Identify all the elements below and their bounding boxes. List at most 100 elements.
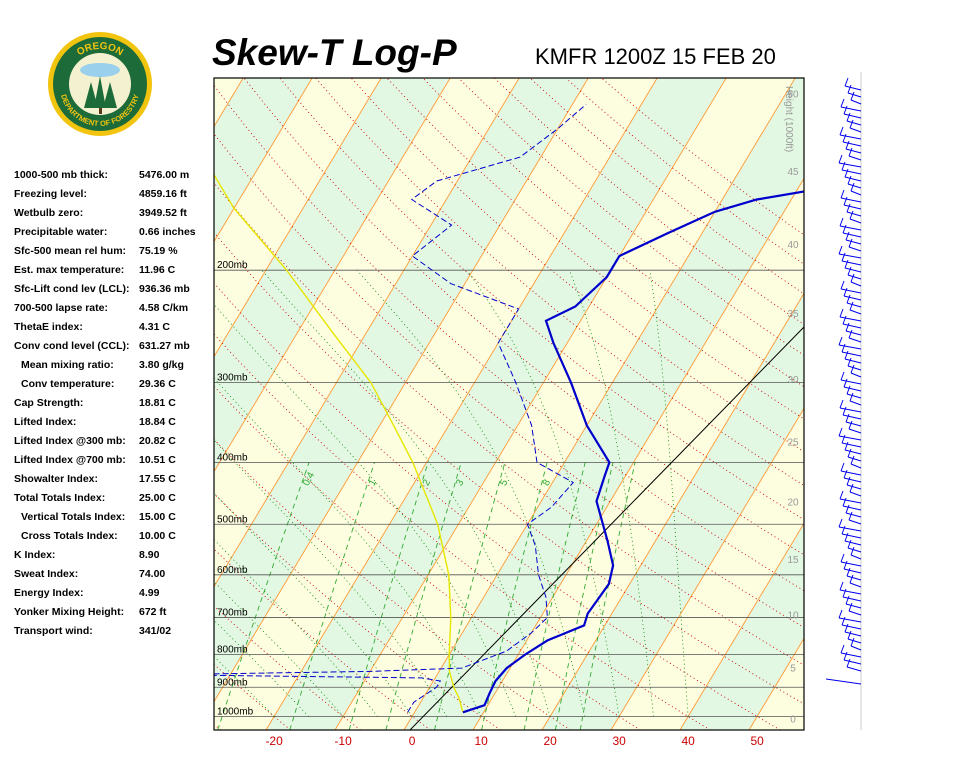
wind-barb-flag bbox=[847, 266, 852, 276]
svg-text:OREGON: OREGON bbox=[75, 41, 125, 58]
index-row: Energy Index: 4.99 bbox=[14, 587, 214, 606]
wind-barb bbox=[840, 652, 862, 658]
isotherm-line bbox=[541, 292, 804, 730]
moist-adiabat bbox=[214, 377, 482, 717]
temperature-trace bbox=[462, 190, 804, 714]
wind-barb-flag bbox=[850, 455, 855, 465]
isotherm-line bbox=[214, 78, 451, 473]
wind-barb-flag bbox=[838, 518, 843, 528]
wind-barb bbox=[846, 211, 862, 217]
isotherm-line bbox=[403, 78, 796, 730]
index-row: K Index: 8.90 bbox=[14, 549, 214, 568]
wind-barb bbox=[847, 365, 862, 371]
height-tick-label: 0 bbox=[790, 715, 796, 726]
index-row: Lifted Index: 18.84 C bbox=[14, 416, 214, 435]
index-value: 936.36 mb bbox=[139, 283, 190, 295]
wind-barb bbox=[838, 344, 862, 350]
wind-barb-flag bbox=[848, 329, 853, 339]
wind-barb-flag bbox=[840, 644, 845, 654]
wind-barb bbox=[842, 232, 862, 238]
dry-adiabat bbox=[315, 78, 804, 486]
mixing-ratio-label: 5 bbox=[498, 477, 511, 487]
wind-barb-flag bbox=[845, 595, 850, 605]
isotherm-line bbox=[610, 407, 804, 730]
pressure-label: 500mb bbox=[217, 514, 248, 525]
wind-barb-flag bbox=[838, 245, 843, 255]
wind-barb-flag bbox=[840, 189, 845, 199]
index-label: Yonker Mixing Height: bbox=[14, 606, 125, 618]
isotherm-line bbox=[214, 78, 244, 128]
isotherm-band bbox=[0, 78, 174, 730]
temperature-tick-label: 0 bbox=[409, 734, 416, 748]
index-label: Vertical Totals Index: bbox=[21, 511, 126, 523]
wind-barb-flag bbox=[848, 511, 853, 521]
index-row: Wetbulb zero: 3949.52 ft bbox=[14, 207, 214, 226]
index-label: Wetbulb zero: bbox=[14, 207, 84, 219]
index-value: 18.84 C bbox=[139, 416, 176, 428]
wind-barb-flag bbox=[840, 462, 845, 472]
mixing-ratio-label: 3 bbox=[454, 477, 467, 487]
wind-barb bbox=[844, 631, 862, 637]
dry-adiabat bbox=[279, 78, 804, 521]
mixing-ratio-line bbox=[434, 462, 506, 730]
wind-barb bbox=[841, 442, 862, 448]
index-label: Precipitable water: bbox=[14, 226, 108, 238]
temperature-tick-label: 50 bbox=[750, 734, 764, 748]
isotherm-line bbox=[679, 522, 804, 730]
wind-barb-flag bbox=[847, 539, 852, 549]
wind-barb bbox=[847, 456, 862, 462]
index-value: 341/02 bbox=[139, 625, 172, 637]
mixing-ratio-line bbox=[481, 462, 548, 730]
wind-barb-flag bbox=[845, 322, 850, 332]
dewpoint-trace bbox=[214, 104, 587, 713]
wind-barb bbox=[850, 645, 862, 651]
wind-barb-flag bbox=[846, 476, 851, 486]
height-tick-label: 50 bbox=[787, 89, 799, 100]
index-label: Showalter Index: bbox=[14, 473, 99, 485]
wind-barb bbox=[839, 589, 862, 595]
index-label: Est. max temperature: bbox=[14, 264, 125, 276]
isotherm-line bbox=[0, 78, 174, 730]
wind-barb bbox=[838, 617, 862, 623]
wind-barb-flag bbox=[844, 623, 849, 633]
wind-barb bbox=[846, 393, 862, 399]
wind-barb bbox=[848, 246, 862, 252]
wind-barb bbox=[841, 624, 862, 630]
pressure-label: 900mb bbox=[217, 677, 248, 688]
wind-barb bbox=[839, 225, 862, 231]
wind-barb bbox=[844, 267, 862, 273]
mixing-ratio-label: 8 bbox=[541, 477, 554, 487]
wind-barb bbox=[846, 302, 862, 308]
index-row: Lifted Index @700 mb: 10.51 C bbox=[14, 454, 214, 473]
wind-barb-flag bbox=[844, 441, 849, 451]
isotherm-band bbox=[214, 78, 658, 730]
height-tick-label: 20 bbox=[787, 498, 799, 509]
index-value: 3949.52 ft bbox=[139, 207, 187, 219]
wind-barb bbox=[845, 603, 862, 609]
wind-barb-flag bbox=[844, 350, 849, 360]
wind-barb-flag bbox=[845, 140, 850, 150]
mixing-ratio-label: 2 bbox=[421, 477, 434, 487]
wind-barb bbox=[849, 218, 862, 224]
index-row: Transport wind: 341/02 bbox=[14, 625, 214, 644]
wind-barb-flag bbox=[839, 308, 844, 318]
isotherm-line bbox=[0, 78, 36, 730]
wind-barb bbox=[838, 253, 862, 259]
index-value: 8.90 bbox=[139, 549, 160, 561]
wind-barb-flag bbox=[839, 399, 844, 409]
index-label: Energy Index: bbox=[14, 587, 84, 599]
index-label: ThetaE index: bbox=[14, 321, 83, 333]
index-value: 672 ft bbox=[139, 606, 167, 618]
isotherm-line bbox=[818, 78, 960, 730]
height-tick-label: 40 bbox=[787, 240, 799, 251]
index-value: 4859.16 ft bbox=[139, 188, 187, 200]
isotherm-line bbox=[265, 78, 658, 730]
wind-barb bbox=[845, 421, 862, 427]
index-value: 75.19 % bbox=[139, 245, 178, 257]
index-row: Freezing level: 4859.16 ft bbox=[14, 188, 214, 207]
wind-barb bbox=[847, 547, 862, 553]
wind-barb bbox=[843, 295, 862, 301]
wind-barb-flag bbox=[847, 448, 852, 458]
wind-barbs bbox=[825, 77, 862, 685]
wind-barb-flag bbox=[842, 133, 847, 143]
